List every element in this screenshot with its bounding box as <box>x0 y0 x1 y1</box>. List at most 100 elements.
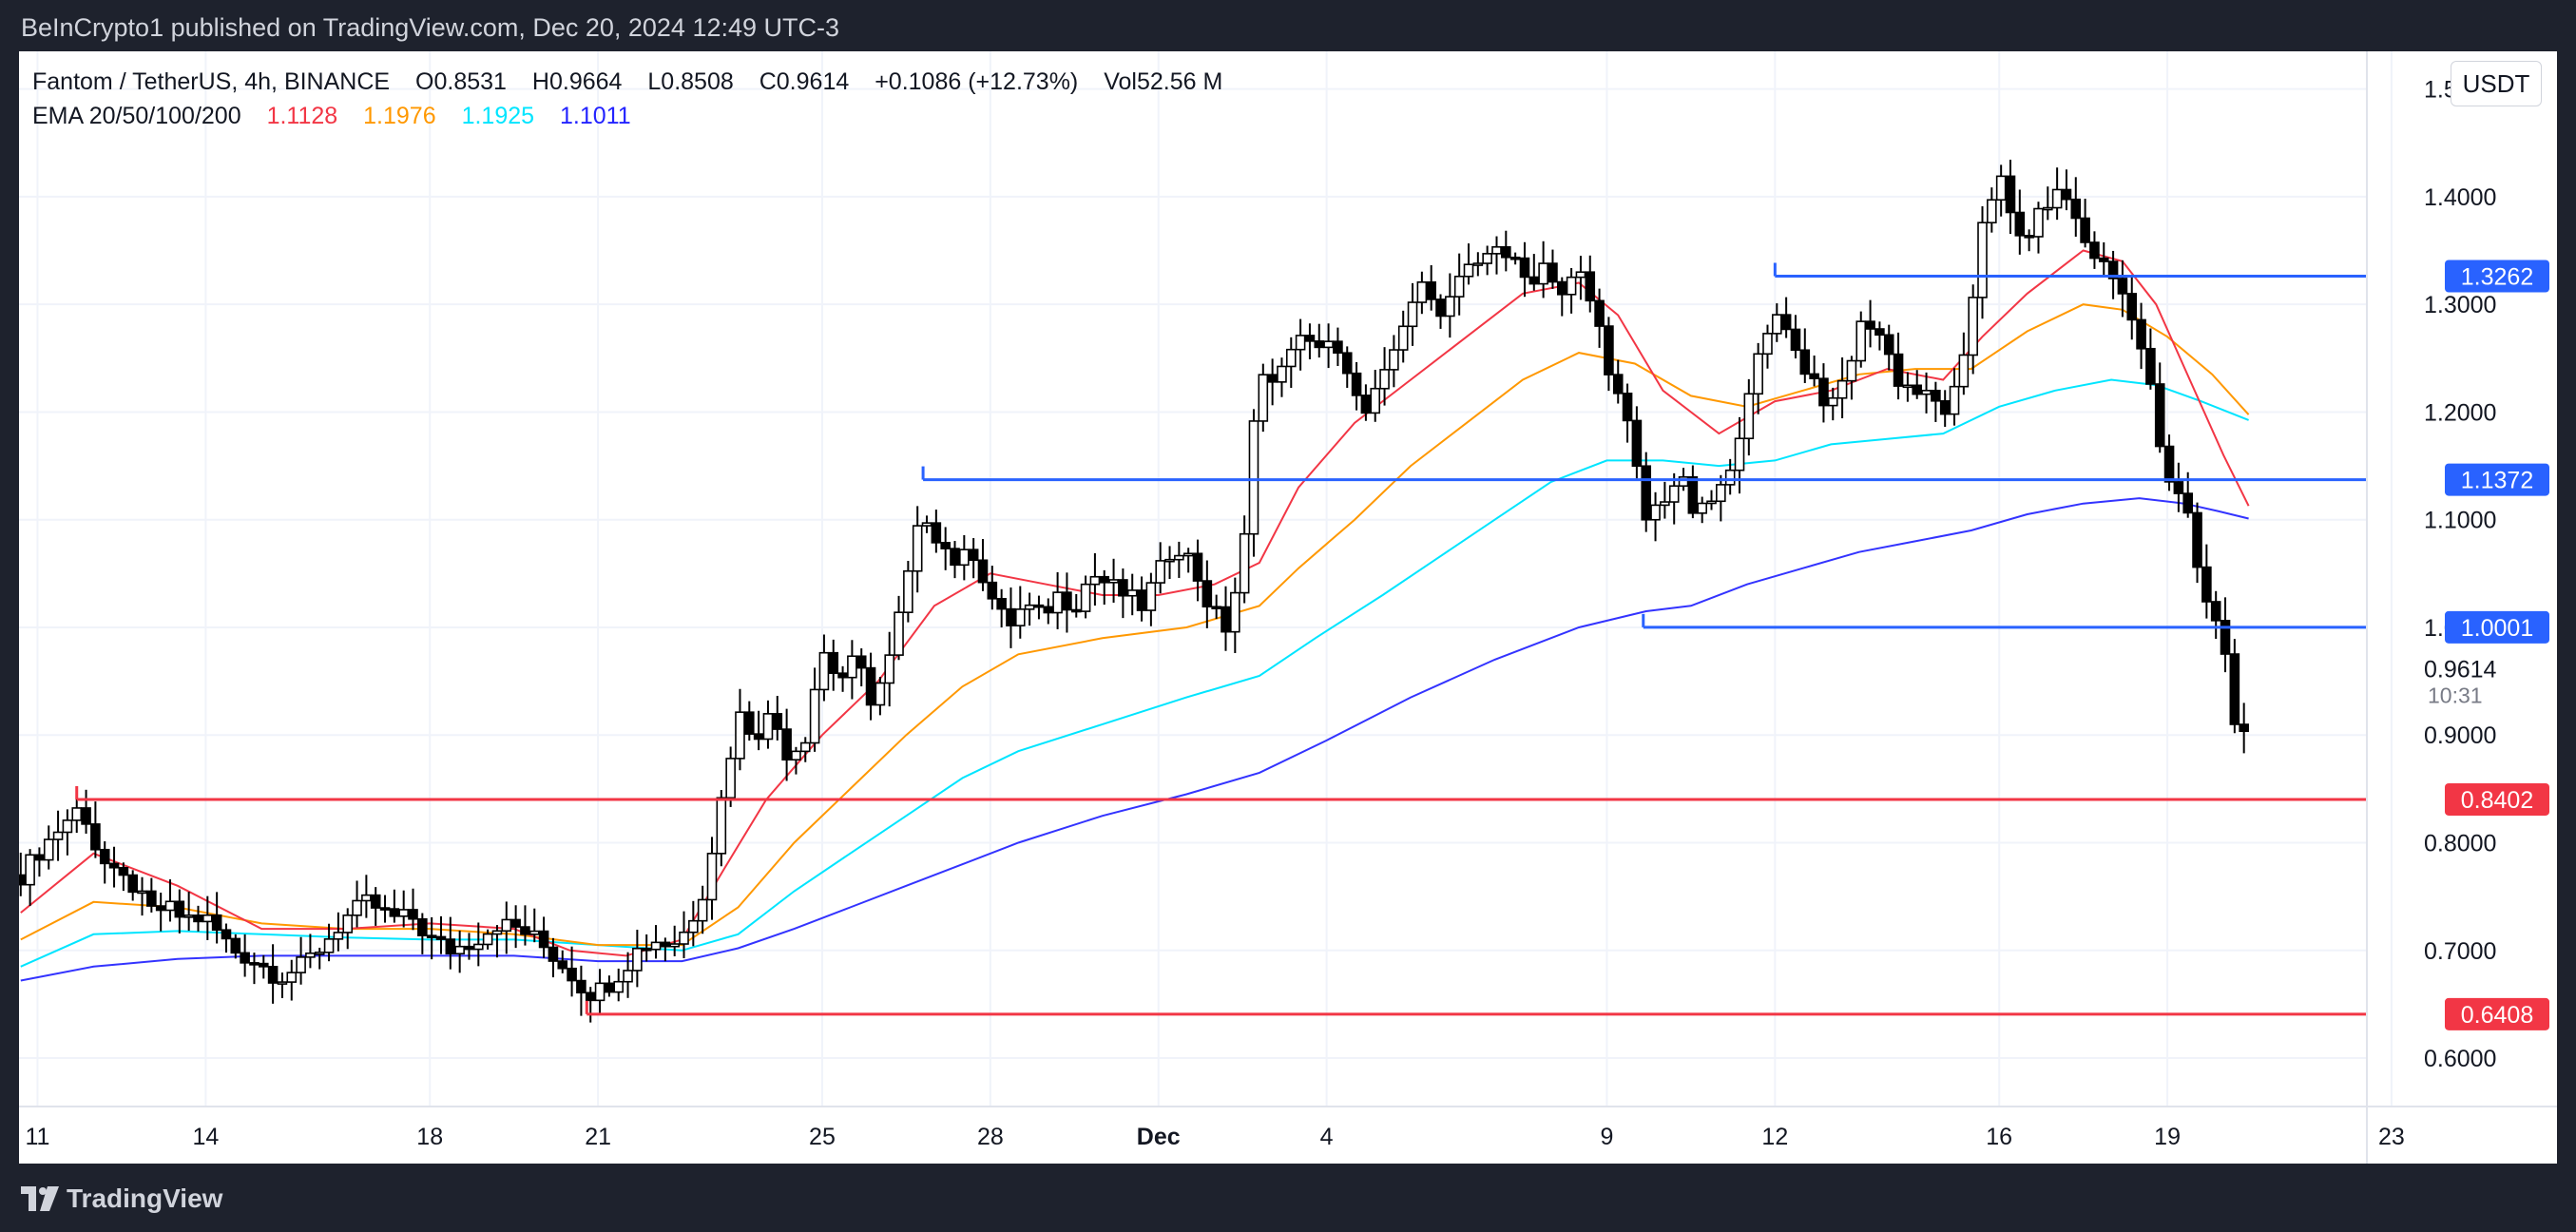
candle[interactable] <box>968 549 979 562</box>
candle[interactable] <box>940 542 951 549</box>
candle[interactable] <box>753 733 764 741</box>
candle[interactable] <box>1809 373 1819 379</box>
candle[interactable] <box>1145 582 1157 611</box>
candle[interactable] <box>1528 276 1540 285</box>
candle[interactable] <box>2182 492 2194 514</box>
candle[interactable] <box>240 952 250 964</box>
candle[interactable] <box>90 823 101 851</box>
candle[interactable] <box>669 943 680 948</box>
candle[interactable] <box>2042 206 2053 211</box>
candle[interactable] <box>155 905 166 912</box>
candle[interactable] <box>1641 465 1652 521</box>
candle[interactable] <box>613 980 625 993</box>
candle[interactable] <box>1772 314 1782 335</box>
candle[interactable] <box>2229 653 2240 725</box>
candle[interactable] <box>108 862 120 869</box>
candle[interactable] <box>1426 281 1436 300</box>
candle[interactable] <box>1753 353 1763 395</box>
candle[interactable] <box>2107 260 2119 279</box>
candle[interactable] <box>1192 552 1203 582</box>
ema-label[interactable]: EMA 20/50/100/200 <box>32 103 241 129</box>
price-level-badge[interactable] <box>2445 260 2549 293</box>
candle[interactable] <box>491 930 503 935</box>
candle[interactable] <box>1108 579 1119 584</box>
candle[interactable] <box>1089 575 1101 586</box>
candle[interactable] <box>650 941 662 951</box>
candle[interactable] <box>137 890 147 895</box>
candle[interactable] <box>2210 601 2221 622</box>
tradingview-logo[interactable]: TradingView <box>21 1183 222 1215</box>
candle[interactable] <box>1855 320 1867 362</box>
candle[interactable] <box>903 569 913 613</box>
candle[interactable] <box>1033 604 1045 608</box>
candle[interactable] <box>62 819 73 834</box>
candle[interactable] <box>314 952 325 955</box>
candle[interactable] <box>2033 207 2044 238</box>
price-level-badge[interactable] <box>2445 782 2549 816</box>
candle[interactable] <box>2163 445 2175 483</box>
candle[interactable] <box>1314 340 1325 349</box>
candle[interactable] <box>1435 298 1446 318</box>
candle[interactable] <box>1939 399 1951 415</box>
candle[interactable] <box>772 713 783 730</box>
candle[interactable] <box>2136 318 2146 350</box>
candle[interactable] <box>2192 511 2202 568</box>
candle[interactable] <box>1724 469 1736 486</box>
candle[interactable] <box>25 854 35 886</box>
candle[interactable] <box>679 931 689 945</box>
currency-button[interactable]: USDT <box>2451 61 2542 106</box>
candle[interactable] <box>688 919 699 934</box>
candle[interactable] <box>1799 349 1811 375</box>
candle[interactable] <box>1062 591 1072 611</box>
candle[interactable] <box>445 938 456 955</box>
candle[interactable] <box>576 979 586 994</box>
candle[interactable] <box>1949 385 1960 415</box>
candle[interactable] <box>921 522 932 527</box>
candle[interactable] <box>230 937 241 954</box>
candle[interactable] <box>567 967 577 982</box>
candle[interactable] <box>1407 301 1418 328</box>
candle[interactable] <box>1323 340 1334 349</box>
candle[interactable] <box>2201 566 2212 603</box>
candle[interactable] <box>912 525 923 572</box>
candle[interactable] <box>473 943 484 951</box>
candle[interactable] <box>71 807 83 821</box>
candle[interactable] <box>1174 554 1184 561</box>
candle[interactable] <box>716 797 727 855</box>
candle[interactable] <box>987 581 998 600</box>
candle[interactable] <box>1865 320 1875 330</box>
candle[interactable] <box>1697 502 1707 514</box>
candle[interactable] <box>1230 591 1240 633</box>
candle[interactable] <box>1622 393 1633 422</box>
candle[interactable] <box>529 930 540 935</box>
candle[interactable] <box>1239 532 1250 594</box>
candle[interactable] <box>1126 589 1138 597</box>
candle[interactable] <box>875 682 886 706</box>
candle[interactable] <box>146 890 157 907</box>
candle[interactable] <box>398 909 409 917</box>
candle[interactable] <box>305 952 316 958</box>
candle[interactable] <box>623 970 633 983</box>
candle[interactable] <box>1024 604 1035 610</box>
candle[interactable] <box>2117 278 2128 295</box>
candle[interactable] <box>1370 387 1381 414</box>
candle[interactable] <box>1958 354 1970 388</box>
candle[interactable] <box>706 853 718 901</box>
candle[interactable] <box>1631 419 1643 468</box>
candle[interactable] <box>1164 558 1175 563</box>
chart-pane[interactable]: 1.50001.40001.30001.20001.10001.00000.90… <box>19 51 2557 1164</box>
candle[interactable] <box>828 651 839 674</box>
candle[interactable] <box>1201 580 1213 608</box>
candle[interactable] <box>744 711 755 735</box>
candle[interactable] <box>2126 293 2138 321</box>
candle[interactable] <box>2173 481 2184 494</box>
candle[interactable] <box>52 831 64 840</box>
candle[interactable] <box>1734 437 1745 472</box>
candle[interactable] <box>2061 188 2072 201</box>
candle[interactable] <box>2024 235 2034 239</box>
candle[interactable] <box>1397 325 1409 351</box>
candle[interactable] <box>454 945 465 955</box>
candle[interactable] <box>1463 263 1474 278</box>
candle[interactable] <box>2051 188 2063 209</box>
candle[interactable] <box>660 941 671 948</box>
